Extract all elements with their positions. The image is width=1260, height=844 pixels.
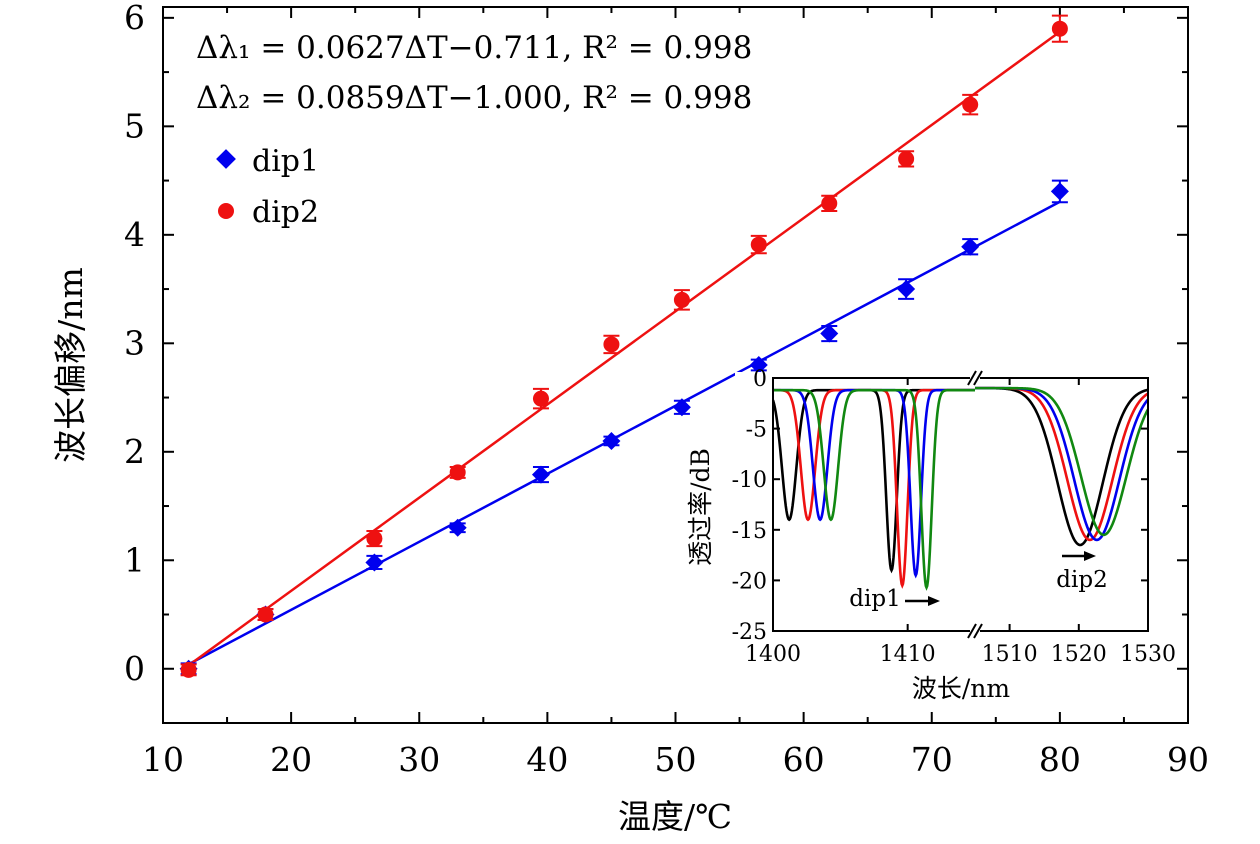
inset-y-tick-label: -25	[732, 620, 767, 645]
point-dip2	[821, 195, 838, 212]
inset-break-mark-bottom	[973, 623, 983, 639]
inset-arrowhead-dip2	[1084, 551, 1096, 561]
main-y-axis: 0 1 2 3 4 5 6	[124, 0, 1188, 724]
inset-curves	[773, 386, 1148, 591]
equation-dip1: Δλ₁ = 0.0627ΔT−0.711, R² = 0.998	[196, 30, 752, 66]
legend: dip1 dip2	[216, 144, 319, 230]
inset-x-axis-label: 波长/nm	[912, 674, 1011, 703]
point-dip2	[750, 236, 767, 253]
inset-label-dip2: dip2	[1056, 567, 1107, 593]
point-dip2	[180, 661, 197, 678]
y-tick-label: 3	[124, 323, 145, 362]
point-dip2	[257, 606, 274, 623]
x-tick-label: 90	[1167, 740, 1209, 779]
inset-x-tick-label: 1410	[880, 642, 936, 667]
inset-x-tick-label: 1520	[1051, 642, 1107, 667]
x-tick-label: 60	[783, 740, 825, 779]
main-x-axis: 10 20 30 40 50 60 70 80 90	[142, 7, 1209, 779]
fit-line-dip2	[187, 30, 1061, 667]
point-dip1	[531, 465, 550, 484]
x-tick-label: 10	[142, 740, 184, 779]
y-tick-label: 4	[124, 215, 145, 254]
x-tick-label: 70	[911, 740, 953, 779]
inset-y-tick-label: -5	[746, 418, 767, 443]
point-dip1	[365, 553, 384, 572]
x-tick-label: 50	[655, 740, 697, 779]
inset-break-mark-top	[973, 370, 983, 386]
x-axis-label: 温度/℃	[618, 797, 732, 836]
equation-dip2: Δλ₂ = 0.0859ΔT−1.000, R² = 0.998	[196, 80, 752, 116]
x-tick-label: 20	[270, 740, 312, 779]
inset-curve-right	[975, 386, 1148, 537]
point-dip2	[366, 530, 383, 547]
inset-y-tick-label: -15	[732, 519, 767, 544]
inset-break-gap-top	[970, 375, 980, 383]
inset-break-mark-bottom	[967, 623, 977, 639]
inset-arrowhead-dip1	[928, 596, 940, 606]
point-dip1	[820, 324, 839, 343]
point-dip2	[898, 150, 915, 167]
inset-y-axis-label: 透过率/dB	[686, 448, 715, 566]
legend-dip2-marker	[218, 203, 234, 219]
point-dip2	[603, 336, 620, 353]
fit-line-dip1	[188, 200, 1061, 666]
legend-dip1-label: dip1	[252, 144, 319, 179]
x-tick-label: 30	[398, 740, 440, 779]
inset-x-tick-label: 1400	[745, 642, 801, 667]
inset-label-dip1: dip1	[849, 586, 900, 612]
inset-break-gap-bottom	[970, 627, 980, 635]
inset-frame	[772, 377, 1149, 632]
legend-dip2-label: dip2	[252, 195, 319, 230]
point-dip2	[532, 390, 549, 407]
point-dip1	[602, 431, 621, 450]
y-tick-label: 6	[124, 0, 145, 37]
y-tick-label: 1	[124, 540, 145, 579]
point-dip2	[962, 96, 979, 113]
inset-x-tick-label: 1510	[982, 642, 1038, 667]
inset-break-mark-top	[967, 370, 977, 386]
y-tick-label: 5	[124, 106, 145, 145]
y-axis-label: 波长偏移/nm	[51, 267, 90, 463]
point-dip1	[1050, 182, 1069, 201]
y-tick-label: 0	[124, 649, 145, 688]
point-dip2	[673, 291, 690, 308]
y-tick-label: 2	[124, 432, 145, 471]
point-dip1	[672, 398, 691, 417]
point-dip2	[449, 464, 466, 481]
inset-x-tick-label: 1530	[1120, 642, 1176, 667]
inset-curve-left	[773, 388, 975, 591]
data-points	[179, 14, 1069, 678]
point-dip1	[961, 237, 980, 256]
inset-y-tick-label: -10	[732, 468, 767, 493]
inset-y-tick-label: 0	[753, 367, 767, 392]
point-dip1	[749, 356, 768, 374]
fit-lines	[187, 30, 1061, 667]
x-tick-label: 80	[1039, 740, 1081, 779]
legend-dip1-marker	[216, 149, 236, 169]
inset-y-tick-label: -20	[732, 569, 767, 594]
point-dip1	[897, 280, 916, 299]
x-tick-label: 40	[526, 740, 568, 779]
point-dip2	[1051, 20, 1068, 37]
point-dip1	[448, 518, 467, 537]
